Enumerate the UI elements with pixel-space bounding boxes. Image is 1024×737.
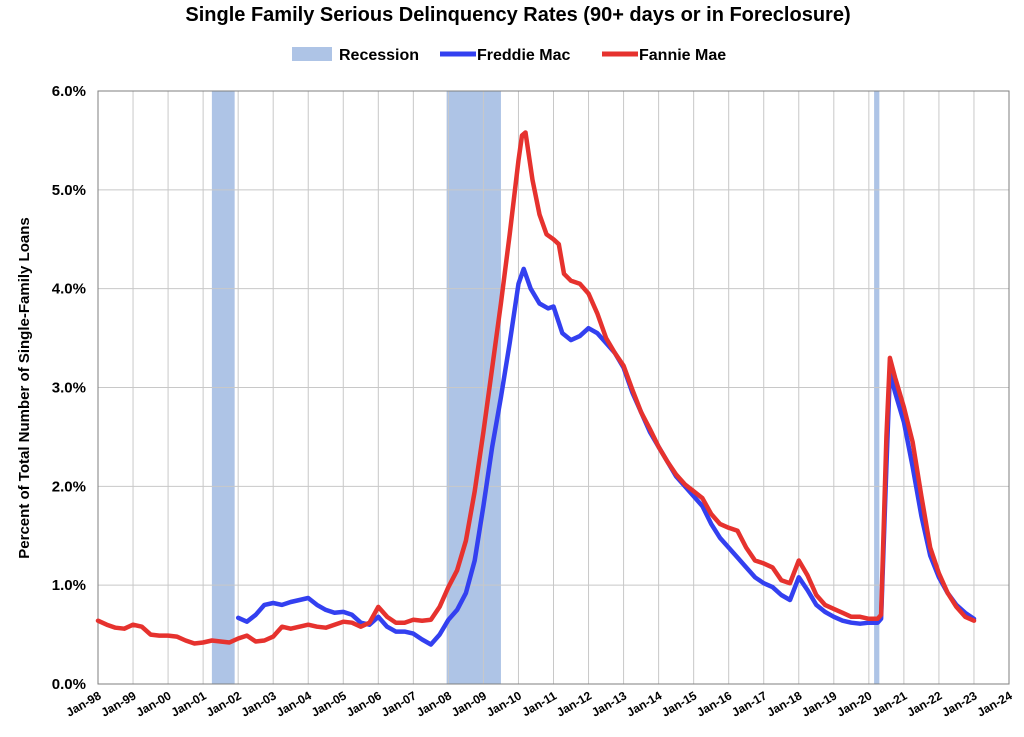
x-tick-label: Jan-07 <box>379 688 419 719</box>
x-tick-label: Jan-02 <box>204 688 244 719</box>
x-tick-label: Jan-16 <box>694 688 734 719</box>
x-axis-ticks: Jan-98Jan-99Jan-00Jan-01Jan-02Jan-03Jan-… <box>64 688 1015 719</box>
y-tick-label: 6.0% <box>52 83 86 100</box>
x-tick-label: Jan-15 <box>659 688 699 719</box>
y-tick-label: 5.0% <box>52 182 86 199</box>
x-tick-label: Jan-23 <box>940 688 980 719</box>
x-tick-label: Jan-06 <box>344 688 384 719</box>
x-tick-label: Jan-04 <box>274 688 314 719</box>
series-line-fannie-mae <box>95 130 977 646</box>
series-line-freddie-mac <box>235 266 977 647</box>
x-tick-label: Jan-03 <box>239 688 279 719</box>
x-tick-label: Jan-01 <box>169 688 209 719</box>
y-axis-ticks: 0.0% 1.0% 2.0% 3.0% 4.0% 5.0% 6.0% <box>52 83 86 693</box>
x-tick-label: Jan-12 <box>554 688 594 719</box>
plot-area <box>97 90 1010 685</box>
x-tick-label: Jan-22 <box>904 688 944 719</box>
legend-label-fannie: Fannie Mae <box>639 47 726 64</box>
x-tick-label: Jan-09 <box>449 688 489 719</box>
y-tick-label: 3.0% <box>52 380 86 397</box>
y-axis-label: Percent of Total Number of Single-Family… <box>16 217 33 558</box>
x-tick-label: Jan-05 <box>309 688 349 719</box>
y-tick-label: 1.0% <box>52 577 86 594</box>
legend-swatch-recession <box>292 47 332 61</box>
x-tick-label: Jan-17 <box>729 688 769 719</box>
x-tick-label: Jan-00 <box>134 688 174 719</box>
x-tick-label: Jan-14 <box>624 688 664 719</box>
legend-label-recession: Recession <box>339 47 419 64</box>
x-tick-label: Jan-99 <box>99 688 139 719</box>
x-tick-label: Jan-08 <box>414 688 454 719</box>
x-tick-label: Jan-10 <box>484 688 524 719</box>
y-tick-label: 0.0% <box>52 676 86 693</box>
x-tick-label: Jan-11 <box>520 688 560 719</box>
x-tick-label: Jan-18 <box>764 688 804 719</box>
x-tick-label: Jan-24 <box>975 688 1015 719</box>
x-tick-label: Jan-98 <box>64 688 104 719</box>
x-tick-label: Jan-19 <box>799 688 839 719</box>
chart-title: Single Family Serious Delinquency Rates … <box>185 4 850 26</box>
x-tick-label: Jan-20 <box>834 688 874 719</box>
x-tick-label: Jan-21 <box>869 688 909 719</box>
legend: Recession Freddie Mac Fannie Mae <box>292 47 726 64</box>
series <box>95 130 977 647</box>
y-tick-label: 2.0% <box>52 478 86 495</box>
y-tick-label: 4.0% <box>52 281 86 298</box>
legend-label-freddie: Freddie Mac <box>477 47 570 64</box>
x-tick-label: Jan-13 <box>589 688 629 719</box>
